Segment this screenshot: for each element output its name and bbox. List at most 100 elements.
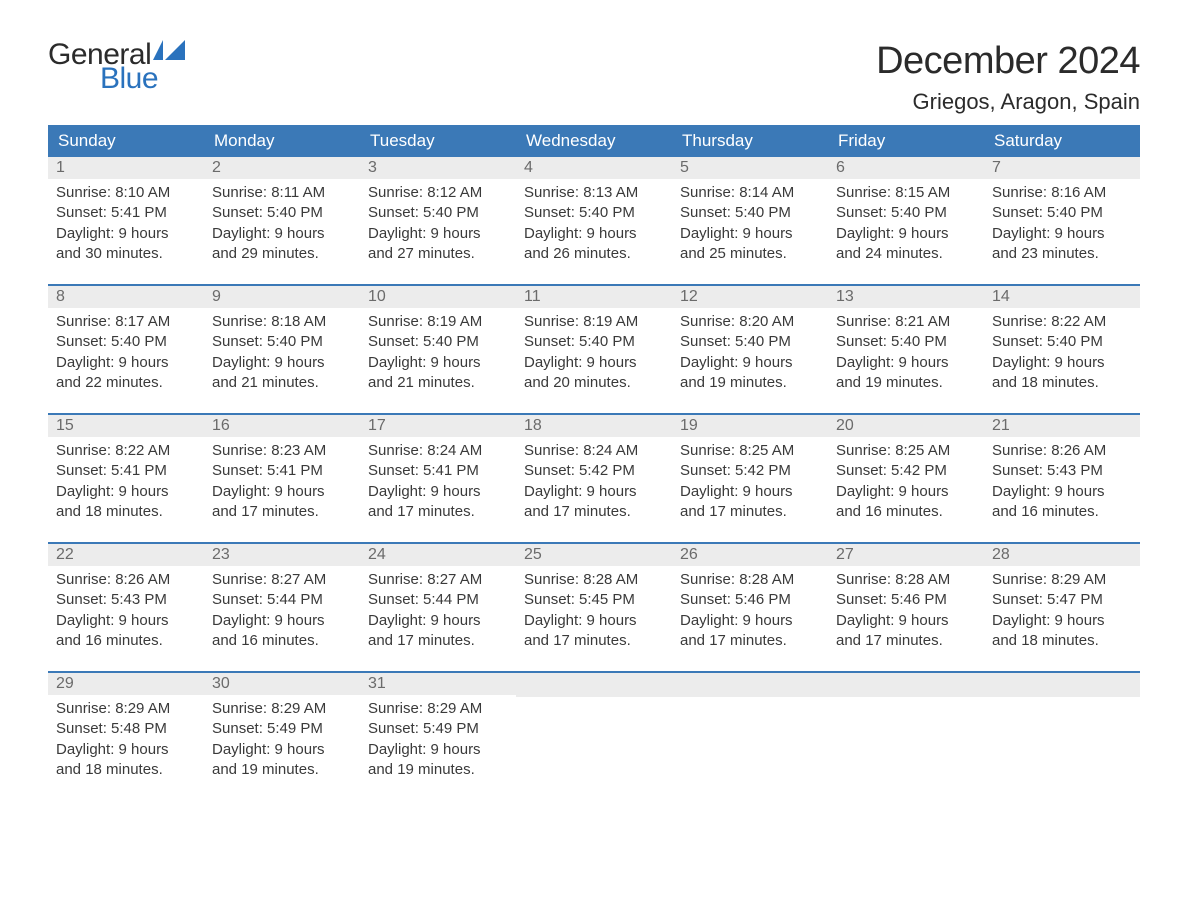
day-details: Sunrise: 8:12 AMSunset: 5:40 PMDaylight:… <box>360 179 516 270</box>
sunrise-text: Sunrise: 8:27 AM <box>368 570 508 590</box>
sunset-text: Sunset: 5:43 PM <box>992 461 1132 481</box>
sunset-text: Sunset: 5:40 PM <box>368 332 508 352</box>
header: General Blue December 2024 Griegos, Arag… <box>48 40 1140 115</box>
daylight-line1: Daylight: 9 hours <box>524 353 664 373</box>
day-number: 25 <box>516 544 672 566</box>
day-number: 16 <box>204 415 360 437</box>
sunrise-text: Sunrise: 8:28 AM <box>524 570 664 590</box>
day-details: Sunrise: 8:19 AMSunset: 5:40 PMDaylight:… <box>516 308 672 399</box>
day-number: 5 <box>672 157 828 179</box>
daylight-line2: and 23 minutes. <box>992 244 1132 264</box>
daylight-line2: and 17 minutes. <box>680 502 820 522</box>
day-cell: 13Sunrise: 8:21 AMSunset: 5:40 PMDayligh… <box>828 286 984 399</box>
day-header-monday: Monday <box>204 125 360 157</box>
day-cell: 2Sunrise: 8:11 AMSunset: 5:40 PMDaylight… <box>204 157 360 270</box>
day-cell: 20Sunrise: 8:25 AMSunset: 5:42 PMDayligh… <box>828 415 984 528</box>
day-number: 6 <box>828 157 984 179</box>
day-cell: 16Sunrise: 8:23 AMSunset: 5:41 PMDayligh… <box>204 415 360 528</box>
sunrise-text: Sunrise: 8:13 AM <box>524 183 664 203</box>
day-number: 11 <box>516 286 672 308</box>
daylight-line2: and 17 minutes. <box>212 502 352 522</box>
sunrise-text: Sunrise: 8:22 AM <box>992 312 1132 332</box>
sunrise-text: Sunrise: 8:11 AM <box>212 183 352 203</box>
day-details: Sunrise: 8:15 AMSunset: 5:40 PMDaylight:… <box>828 179 984 270</box>
day-number: 24 <box>360 544 516 566</box>
day-details: Sunrise: 8:29 AMSunset: 5:49 PMDaylight:… <box>360 695 516 786</box>
sunrise-text: Sunrise: 8:24 AM <box>368 441 508 461</box>
daylight-line1: Daylight: 9 hours <box>524 482 664 502</box>
day-number: 26 <box>672 544 828 566</box>
day-cell: 18Sunrise: 8:24 AMSunset: 5:42 PMDayligh… <box>516 415 672 528</box>
daylight-line2: and 17 minutes. <box>524 502 664 522</box>
day-number: 14 <box>984 286 1140 308</box>
daylight-line1: Daylight: 9 hours <box>524 611 664 631</box>
daylight-line1: Daylight: 9 hours <box>368 740 508 760</box>
daylight-line1: Daylight: 9 hours <box>56 353 196 373</box>
day-number: 20 <box>828 415 984 437</box>
sunset-text: Sunset: 5:45 PM <box>524 590 664 610</box>
sunset-text: Sunset: 5:40 PM <box>680 203 820 223</box>
daylight-line1: Daylight: 9 hours <box>212 353 352 373</box>
sunset-text: Sunset: 5:40 PM <box>212 332 352 352</box>
daylight-line1: Daylight: 9 hours <box>836 353 976 373</box>
weeks-container: 1Sunrise: 8:10 AMSunset: 5:41 PMDaylight… <box>48 157 1140 786</box>
daylight-line1: Daylight: 9 hours <box>992 482 1132 502</box>
daylight-line2: and 19 minutes. <box>368 760 508 780</box>
daylight-line1: Daylight: 9 hours <box>368 224 508 244</box>
daylight-line2: and 19 minutes. <box>212 760 352 780</box>
sunset-text: Sunset: 5:47 PM <box>992 590 1132 610</box>
logo-text-blue: Blue <box>100 64 185 94</box>
sunrise-text: Sunrise: 8:15 AM <box>836 183 976 203</box>
daylight-line2: and 20 minutes. <box>524 373 664 393</box>
sunrise-text: Sunrise: 8:19 AM <box>524 312 664 332</box>
daylight-line2: and 18 minutes. <box>56 760 196 780</box>
week-row: 22Sunrise: 8:26 AMSunset: 5:43 PMDayligh… <box>48 542 1140 657</box>
sunset-text: Sunset: 5:40 PM <box>524 332 664 352</box>
daylight-line2: and 17 minutes. <box>524 631 664 651</box>
daylight-line2: and 17 minutes. <box>680 631 820 651</box>
day-cell: 24Sunrise: 8:27 AMSunset: 5:44 PMDayligh… <box>360 544 516 657</box>
day-details: Sunrise: 8:29 AMSunset: 5:48 PMDaylight:… <box>48 695 204 786</box>
sunset-text: Sunset: 5:43 PM <box>56 590 196 610</box>
day-number: 8 <box>48 286 204 308</box>
day-cell: 1Sunrise: 8:10 AMSunset: 5:41 PMDaylight… <box>48 157 204 270</box>
sunset-text: Sunset: 5:40 PM <box>836 332 976 352</box>
day-number: 27 <box>828 544 984 566</box>
daylight-line2: and 16 minutes. <box>56 631 196 651</box>
empty-day-bar <box>984 673 1140 697</box>
sunset-text: Sunset: 5:46 PM <box>680 590 820 610</box>
day-cell: 14Sunrise: 8:22 AMSunset: 5:40 PMDayligh… <box>984 286 1140 399</box>
day-cell <box>672 673 828 786</box>
daylight-line1: Daylight: 9 hours <box>992 353 1132 373</box>
daylight-line2: and 27 minutes. <box>368 244 508 264</box>
day-number: 17 <box>360 415 516 437</box>
sunset-text: Sunset: 5:41 PM <box>368 461 508 481</box>
sunrise-text: Sunrise: 8:19 AM <box>368 312 508 332</box>
day-details: Sunrise: 8:28 AMSunset: 5:46 PMDaylight:… <box>828 566 984 657</box>
day-details: Sunrise: 8:27 AMSunset: 5:44 PMDaylight:… <box>204 566 360 657</box>
sunset-text: Sunset: 5:40 PM <box>212 203 352 223</box>
day-details: Sunrise: 8:16 AMSunset: 5:40 PMDaylight:… <box>984 179 1140 270</box>
daylight-line1: Daylight: 9 hours <box>524 224 664 244</box>
sunrise-text: Sunrise: 8:17 AM <box>56 312 196 332</box>
title-block: December 2024 Griegos, Aragon, Spain <box>876 40 1140 115</box>
sunrise-text: Sunrise: 8:29 AM <box>56 699 196 719</box>
day-cell: 30Sunrise: 8:29 AMSunset: 5:49 PMDayligh… <box>204 673 360 786</box>
daylight-line1: Daylight: 9 hours <box>680 353 820 373</box>
sunrise-text: Sunrise: 8:26 AM <box>56 570 196 590</box>
day-details: Sunrise: 8:26 AMSunset: 5:43 PMDaylight:… <box>984 437 1140 528</box>
sunrise-text: Sunrise: 8:16 AM <box>992 183 1132 203</box>
day-cell: 11Sunrise: 8:19 AMSunset: 5:40 PMDayligh… <box>516 286 672 399</box>
day-details: Sunrise: 8:20 AMSunset: 5:40 PMDaylight:… <box>672 308 828 399</box>
daylight-line2: and 21 minutes. <box>212 373 352 393</box>
sunset-text: Sunset: 5:42 PM <box>680 461 820 481</box>
sunrise-text: Sunrise: 8:29 AM <box>212 699 352 719</box>
day-header-friday: Friday <box>828 125 984 157</box>
sunrise-text: Sunrise: 8:26 AM <box>992 441 1132 461</box>
day-details: Sunrise: 8:23 AMSunset: 5:41 PMDaylight:… <box>204 437 360 528</box>
day-cell: 6Sunrise: 8:15 AMSunset: 5:40 PMDaylight… <box>828 157 984 270</box>
week-row: 29Sunrise: 8:29 AMSunset: 5:48 PMDayligh… <box>48 671 1140 786</box>
day-number: 12 <box>672 286 828 308</box>
daylight-line2: and 19 minutes. <box>680 373 820 393</box>
sunset-text: Sunset: 5:42 PM <box>524 461 664 481</box>
